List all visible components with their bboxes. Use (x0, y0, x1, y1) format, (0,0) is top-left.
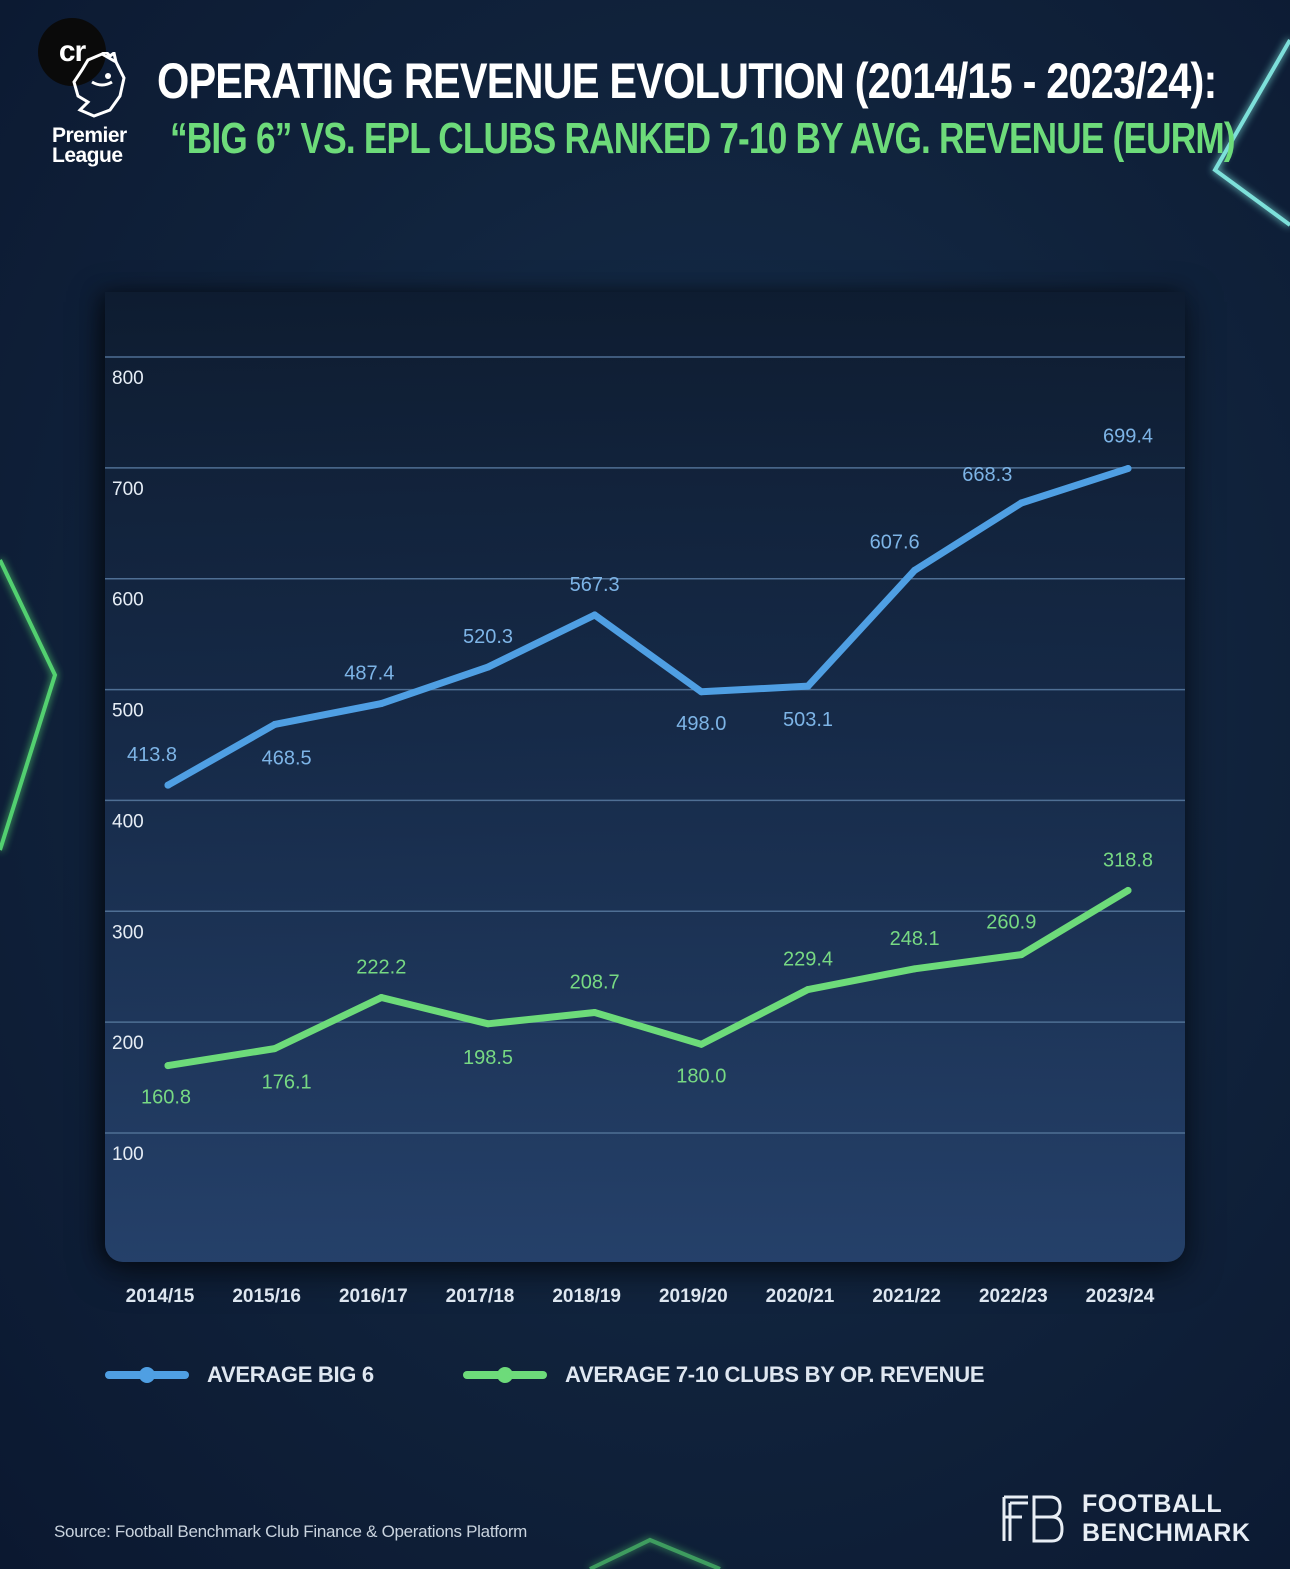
chart-subtitle: “BIG 6” VS. EPL CLUBS RANKED 7-10 BY AVG… (170, 114, 1236, 163)
x-tick-2020-21: 2020/21 (766, 1286, 835, 1307)
data-point-big6 (484, 663, 492, 671)
data-label-others: 198.5 (463, 1047, 513, 1069)
x-tick-2016-17: 2016/17 (339, 1286, 408, 1307)
data-point-big6 (1124, 465, 1132, 473)
data-label-others: 176.1 (262, 1072, 312, 1094)
legend-label-others: AVERAGE 7-10 CLUBS BY OP. REVENUE (565, 1362, 985, 1387)
y-tick-800: 800 (112, 368, 144, 389)
data-label-big6: 668.3 (962, 464, 1012, 486)
plot-panel (105, 292, 1185, 1262)
premier-league-lion-icon (72, 52, 126, 118)
data-label-others: 318.8 (1103, 849, 1153, 871)
data-point-big6 (271, 720, 279, 728)
data-label-big6: 607.6 (870, 531, 920, 553)
data-point-big6 (164, 781, 172, 789)
series-line-big6 (164, 465, 1132, 789)
y-tick-200: 200 (112, 1033, 144, 1054)
source-note: Source: Football Benchmark Club Finance … (54, 1522, 528, 1541)
data-label-others: 248.1 (890, 928, 940, 950)
data-point-big6 (911, 566, 919, 574)
data-label-others: 229.4 (783, 949, 833, 971)
data-point-big6 (591, 611, 599, 619)
data-point-others (484, 1020, 492, 1028)
brand-badge: cr (38, 18, 106, 86)
data-label-big6: 503.1 (783, 709, 833, 731)
legend-swatch-big6 (105, 1367, 189, 1383)
x-tick-2014-15: 2014/15 (126, 1286, 195, 1307)
x-tick-2021-22: 2021/22 (872, 1286, 941, 1307)
data-point-others (804, 986, 812, 994)
premier-league-wordmark: Premier League (52, 124, 152, 167)
chart-title: OPERATING REVENUE EVOLUTION (2014/15 - 2… (157, 53, 1217, 109)
data-point-big6 (697, 688, 705, 696)
x-tick-2022-23: 2022/23 (979, 1286, 1048, 1307)
series-line-others (164, 886, 1132, 1070)
data-point-others (377, 994, 385, 1002)
data-label-big6: 487.4 (344, 663, 394, 685)
data-point-big6 (377, 700, 385, 708)
legend-label-big6: AVERAGE BIG 6 (207, 1362, 374, 1387)
data-point-others (271, 1045, 279, 1053)
x-tick-2017-18: 2017/18 (446, 1286, 515, 1307)
data-label-big6: 498.0 (676, 713, 726, 735)
y-tick-100: 100 (112, 1144, 144, 1165)
data-label-others: 208.7 (570, 971, 620, 993)
x-tick-2015-16: 2015/16 (232, 1286, 301, 1307)
y-tick-500: 500 (112, 701, 144, 722)
x-tick-2019-20: 2019/20 (659, 1286, 728, 1307)
data-label-others: 260.9 (986, 912, 1036, 934)
data-point-others (1017, 951, 1025, 959)
data-label-others: 180.0 (676, 1065, 726, 1087)
legend-swatch-others (463, 1367, 547, 1383)
fb-monogram-icon (1002, 1495, 1064, 1543)
y-tick-400: 400 (112, 811, 144, 832)
legend-item-others: AVERAGE 7-10 CLUBS BY OP. REVENUE (463, 1362, 985, 1388)
league-line-2: League (52, 144, 123, 167)
data-point-others (1124, 886, 1132, 894)
y-tick-600: 600 (112, 590, 144, 611)
football-benchmark-logo: FOOTBALL BENCHMARK (1000, 1490, 1250, 1548)
data-label-big6: 468.5 (262, 747, 312, 769)
data-label-big6: 699.4 (1103, 426, 1153, 448)
x-tick-2018-19: 2018/19 (552, 1286, 621, 1307)
data-label-big6: 413.8 (127, 744, 177, 766)
data-label-big6: 520.3 (463, 626, 513, 648)
data-label-big6: 567.3 (570, 574, 620, 596)
y-tick-300: 300 (112, 922, 144, 943)
data-point-others (591, 1008, 599, 1016)
league-line-1: Premier (52, 124, 127, 147)
legend-item-big6: AVERAGE BIG 6 (105, 1362, 374, 1388)
brand-line-1: FOOTBALL (1082, 1490, 1223, 1518)
data-label-others: 160.8 (141, 1087, 191, 1109)
y-tick-700: 700 (112, 479, 144, 500)
data-point-others (164, 1062, 172, 1070)
data-point-others (697, 1040, 705, 1048)
data-point-others (911, 965, 919, 973)
brand-line-2: BENCHMARK (1082, 1519, 1251, 1547)
data-point-big6 (1017, 499, 1025, 507)
x-tick-2023-24: 2023/24 (1086, 1286, 1155, 1307)
data-point-big6 (804, 682, 812, 690)
data-label-others: 222.2 (356, 957, 406, 979)
